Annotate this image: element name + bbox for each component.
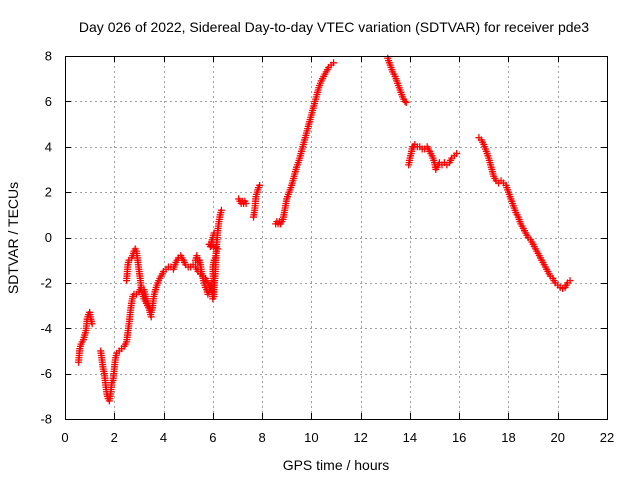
data-point (330, 59, 338, 67)
data-point (256, 181, 264, 189)
x-tick-label: 0 (61, 430, 68, 445)
x-tick-label: 16 (452, 430, 466, 445)
y-tick-label: 0 (45, 230, 52, 245)
y-tick-label: -6 (40, 366, 52, 381)
data-point (453, 150, 461, 158)
y-tick-label: 4 (45, 139, 52, 154)
tick-labels: 0 2 4 6 8 10 12 14 16 18 20 22 -8 -6 -4 -2 0 2 4 6 8 (40, 49, 614, 446)
x-tick-label: 18 (501, 430, 515, 445)
data-point (210, 229, 218, 237)
y-tick-label: -2 (40, 275, 52, 290)
x-tick-label: 20 (550, 430, 564, 445)
data-point (88, 320, 96, 328)
data-point (242, 199, 250, 207)
y-tick-label: 8 (45, 49, 52, 64)
x-tick-label: 4 (160, 430, 167, 445)
y-tick-label: 6 (45, 94, 52, 109)
x-tick-label: 14 (403, 430, 417, 445)
plot-frame (65, 56, 608, 420)
data-points (75, 54, 574, 405)
y-tick-label: -4 (40, 321, 52, 336)
x-tick-label: 12 (353, 430, 367, 445)
data-point (147, 313, 155, 321)
y-axis-label: SDTVAR / TECUs (5, 182, 21, 294)
data-point (401, 97, 409, 105)
data-point (217, 206, 225, 214)
data-point (402, 99, 410, 107)
data-point (566, 277, 574, 285)
y-tick-label: 2 (45, 185, 52, 200)
x-tick-label: 6 (209, 430, 216, 445)
y-tick-label: -8 (40, 412, 52, 427)
x-tick-label: 2 (111, 430, 118, 445)
chart-title: Day 026 of 2022, Sidereal Day-to-day VTE… (79, 19, 589, 35)
grid-lines (65, 56, 607, 419)
x-tick-label: 8 (258, 430, 265, 445)
x-axis-label: GPS time / hours (283, 457, 390, 473)
x-tick-label: 10 (304, 430, 318, 445)
x-tick-label: 22 (600, 430, 614, 445)
